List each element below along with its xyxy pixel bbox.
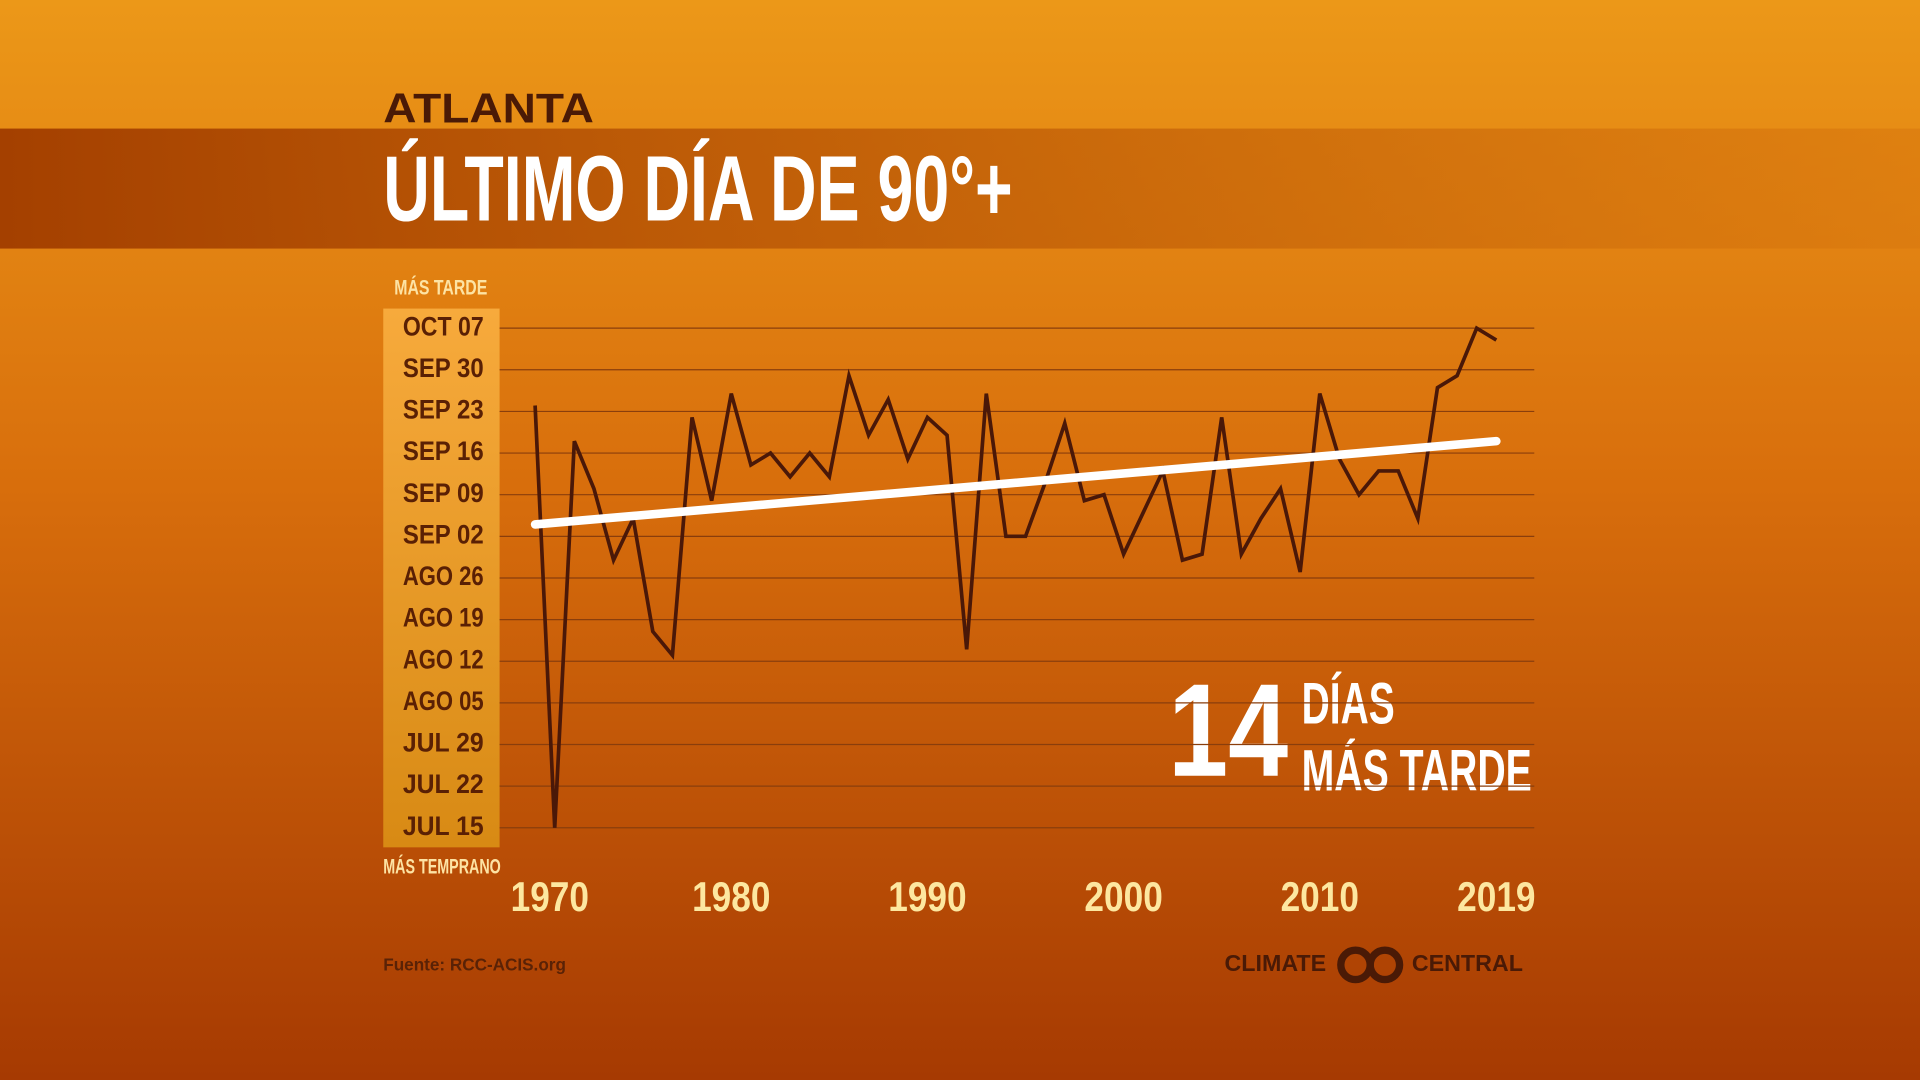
logo-right: CENTRAL — [1412, 950, 1523, 976]
x-tick-label: 2000 — [1084, 873, 1162, 920]
data-line — [533, 325, 1498, 828]
y-tick-label: JUL 15 — [403, 811, 484, 841]
trend-line — [530, 436, 1501, 529]
x-tick-label: 2019 — [1457, 873, 1535, 920]
y-tick-label: AGO 12 — [403, 644, 484, 674]
annotation-line: MÁS TARDE — [1302, 738, 1532, 804]
annotation-value: 14 — [1168, 657, 1288, 805]
y-bottom-label: MÁS TEMPRANO — [383, 856, 501, 879]
x-tick-label: 1990 — [888, 873, 966, 920]
y-tick-label: OCT 07 — [403, 311, 484, 341]
y-tick-label: SEP 16 — [403, 436, 484, 466]
y-tick-label: AGO 19 — [403, 603, 484, 633]
chart-title: ÚLTIMO DÍA DE 90°+ — [383, 136, 1012, 240]
x-tick-label: 1970 — [511, 873, 589, 920]
y-tick-label: JUL 29 — [403, 728, 484, 758]
y-tick-label: SEP 23 — [403, 395, 484, 425]
header: ATLANTA — [383, 84, 594, 131]
x-tick-label: 1980 — [692, 873, 770, 920]
source: Fuente: RCC-ACIS.org — [383, 955, 566, 975]
y-tick-label: SEP 09 — [403, 478, 484, 508]
y-tick-label: AGO 05 — [403, 686, 484, 716]
y-axis-panel — [383, 308, 500, 848]
x-tick-label: 2010 — [1281, 873, 1359, 920]
y-top-label: MÁS TARDE — [394, 276, 487, 299]
logo-left: CLIMATE — [1225, 950, 1327, 976]
y-tick-label: AGO 26 — [403, 561, 484, 591]
title-band — [0, 128, 1920, 249]
logo-ring — [1366, 946, 1404, 984]
y-tick-label: JUL 22 — [403, 769, 484, 799]
y-tick-label: SEP 02 — [403, 519, 484, 549]
y-tick-label: SEP 30 — [403, 353, 484, 383]
